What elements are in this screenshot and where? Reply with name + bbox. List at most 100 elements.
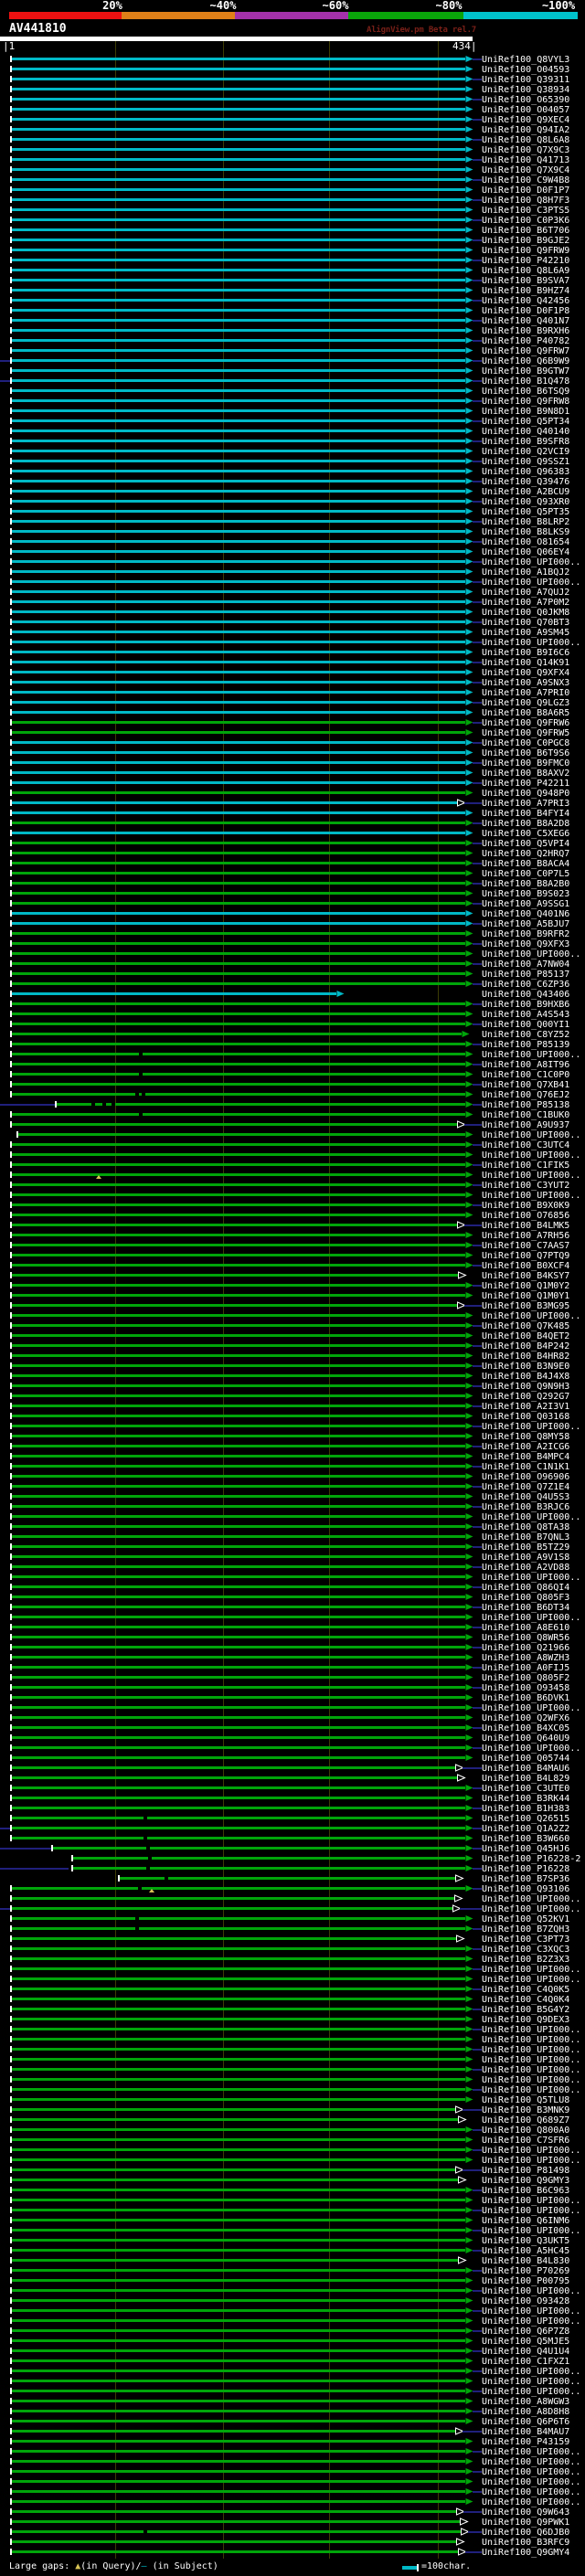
sequence-label[interactable]: UniRef100_Q9FRW6	[482, 718, 570, 728]
sequence-label[interactable]: UniRef100_B4FYI4	[482, 809, 570, 819]
sequence-label[interactable]: UniRef100_P00795	[482, 2276, 570, 2286]
sequence-label[interactable]: UniRef100_Q14K91	[482, 658, 570, 668]
sequence-label[interactable]: UniRef100_B7ZQH3	[482, 1924, 570, 1935]
sequence-label[interactable]: UniRef100_C7SFR6	[482, 2136, 570, 2146]
sequence-label[interactable]: UniRef100_C3YUT2	[482, 1181, 570, 1191]
sequence-label[interactable]: UniRef100_A9SSG1	[482, 899, 570, 909]
sequence-label[interactable]: UniRef100_A7P0M2	[482, 598, 570, 608]
sequence-label[interactable]: UniRef100_A7QUJ2	[482, 588, 570, 598]
sequence-label[interactable]: UniRef100_Q7X9C4	[482, 165, 570, 175]
sequence-label[interactable]: UniRef100_Q9W643	[482, 2507, 570, 2518]
sequence-label[interactable]: UniRef100_B8A6R5	[482, 708, 570, 718]
sequence-label[interactable]: UniRef100_A8WZH3	[482, 1653, 570, 1663]
sequence-label[interactable]: UniRef100_Q805F2	[482, 1673, 570, 1683]
sequence-label[interactable]: UniRef100_B3MG95	[482, 1301, 570, 1311]
sequence-label[interactable]: UniRef100_A7NW04	[482, 959, 570, 970]
sequence-label[interactable]: UniRef100_B9X0K9	[482, 1201, 570, 1211]
sequence-label[interactable]: UniRef100_UPI000..	[482, 1703, 581, 1713]
sequence-label[interactable]: UniRef100_P42211	[482, 779, 570, 789]
sequence-label[interactable]: UniRef100_Q52KV1	[482, 1914, 570, 1924]
sequence-label[interactable]: UniRef100_P81498	[482, 2166, 570, 2176]
sequence-label[interactable]: UniRef100_Q9GMY4	[482, 2548, 570, 2558]
sequence-label[interactable]: UniRef100_Q9FRW9	[482, 246, 570, 256]
sequence-label[interactable]: UniRef100_Q1M0Y1	[482, 1291, 570, 1301]
sequence-label[interactable]: UniRef100_Q03168	[482, 1412, 570, 1422]
sequence-label[interactable]: UniRef100_Q1A2Z2	[482, 1824, 570, 1834]
sequence-label[interactable]: UniRef100_B3N9E0	[482, 1362, 570, 1372]
sequence-label[interactable]: UniRef100_Q7X9C3	[482, 145, 570, 155]
sequence-label[interactable]: UniRef100_Q9DEX3	[482, 2015, 570, 2025]
sequence-label[interactable]: UniRef100_B6T9S6	[482, 748, 570, 758]
sequence-label[interactable]: UniRef100_Q805F3	[482, 1593, 570, 1603]
sequence-label[interactable]: UniRef100_Q86QI4	[482, 1583, 570, 1593]
sequence-label[interactable]: UniRef100_UPI000..	[482, 557, 581, 567]
sequence-label[interactable]: UniRef100_Q00YI1	[482, 1020, 570, 1030]
sequence-label[interactable]: UniRef100_Q39476	[482, 477, 570, 487]
sequence-label[interactable]: UniRef100_B8A2B0	[482, 879, 570, 889]
sequence-label[interactable]: UniRef100_Q6B9W9	[482, 356, 570, 366]
sequence-label[interactable]: UniRef100_Q6INM6	[482, 2216, 570, 2226]
sequence-label[interactable]: UniRef100_Q93XR0	[482, 497, 570, 507]
sequence-label[interactable]: UniRef100_A8WGW3	[482, 2397, 570, 2407]
sequence-label[interactable]: UniRef100_A5BJU7	[482, 919, 570, 929]
sequence-label[interactable]: UniRef100_Q8VYL3	[482, 55, 570, 65]
sequence-label[interactable]: UniRef100_B9SFR8	[482, 437, 570, 447]
sequence-label[interactable]: UniRef100_O81654	[482, 537, 570, 547]
sequence-label[interactable]: UniRef100_Q9SSZ1	[482, 457, 570, 467]
sequence-label[interactable]: UniRef100_Q4U1U4	[482, 2347, 570, 2357]
sequence-label[interactable]: UniRef100_P85139	[482, 1040, 570, 1050]
sequence-label[interactable]: UniRef100_B3W660	[482, 1834, 570, 1844]
sequence-label[interactable]: UniRef100_B3MNK9	[482, 2105, 570, 2115]
sequence-label[interactable]: UniRef100_UPI000..	[482, 1904, 581, 1914]
sequence-label[interactable]: UniRef100_Q5PT35	[482, 507, 570, 517]
sequence-label[interactable]: UniRef100_Q70BT3	[482, 618, 570, 628]
sequence-label[interactable]: UniRef100_Q7K485	[482, 1321, 570, 1331]
sequence-label[interactable]: UniRef100_Q45HJ6	[482, 1844, 570, 1854]
sequence-label[interactable]: UniRef100_B3RJC6	[482, 1502, 570, 1512]
sequence-label[interactable]: UniRef100_A7RH56	[482, 1231, 570, 1241]
sequence-label[interactable]: UniRef100_Q76EJ2	[482, 1090, 570, 1100]
sequence-label[interactable]: UniRef100_UPI000..	[482, 1191, 581, 1201]
sequence-label[interactable]: UniRef100_B2Z3X3	[482, 1955, 570, 1965]
sequence-label[interactable]: UniRef100_P16228	[482, 1864, 570, 1874]
sequence-label[interactable]: UniRef100_C3XQC3	[482, 1945, 570, 1955]
sequence-label[interactable]: UniRef100_Q9FRW7	[482, 346, 570, 356]
sequence-label[interactable]: UniRef100_Q9XFX3	[482, 939, 570, 949]
sequence-label[interactable]: UniRef100_D0F1P7	[482, 186, 570, 196]
sequence-label[interactable]: UniRef100_Q9N9H3	[482, 1382, 570, 1392]
sequence-label[interactable]: UniRef100_Q5PT34	[482, 417, 570, 427]
sequence-label[interactable]: UniRef100_Q94IA2	[482, 125, 570, 135]
sequence-label[interactable]: UniRef100_B4MAU6	[482, 1764, 570, 1774]
sequence-label[interactable]: UniRef100_B9GTW7	[482, 366, 570, 376]
sequence-label[interactable]: UniRef100_Q9XEC4	[482, 115, 570, 125]
sequence-label[interactable]: UniRef100_B8AXV2	[482, 769, 570, 779]
sequence-label[interactable]: UniRef100_UPI000..	[482, 1975, 581, 1985]
sequence-label[interactable]: UniRef100_Q05744	[482, 1754, 570, 1764]
sequence-label[interactable]: UniRef100_A2BCU9	[482, 487, 570, 497]
sequence-label[interactable]: UniRef100_UPI000..	[482, 1311, 581, 1321]
sequence-label[interactable]: UniRef100_C3PTS5	[482, 206, 570, 216]
sequence-label[interactable]: UniRef100_B4XC05	[482, 1723, 570, 1733]
sequence-label[interactable]: UniRef100_Q292G7	[482, 1392, 570, 1402]
sequence-label[interactable]: UniRef100_C1FIK5	[482, 1161, 570, 1171]
sequence-label[interactable]: UniRef100_B9S023	[482, 889, 570, 899]
sequence-label[interactable]: UniRef100_Q5TLU8	[482, 2095, 570, 2105]
sequence-label[interactable]: UniRef100_B4L830	[482, 2256, 570, 2266]
sequence-label[interactable]: UniRef100_B4MAU7	[482, 2427, 570, 2437]
sequence-label[interactable]: UniRef100_C3PT73	[482, 1935, 570, 1945]
sequence-label[interactable]: UniRef100_A8IT96	[482, 1060, 570, 1070]
sequence-label[interactable]: UniRef100_P85138	[482, 1100, 570, 1110]
sequence-label[interactable]: UniRef100_B9RFR2	[482, 929, 570, 939]
sequence-label[interactable]: UniRef100_UPI000..	[482, 2035, 581, 2045]
sequence-label[interactable]: UniRef100_UPI000..	[482, 2045, 581, 2055]
sequence-label[interactable]: UniRef100_A9SNX3	[482, 678, 570, 688]
sequence-label[interactable]: UniRef100_Q401N7	[482, 316, 570, 326]
sequence-label[interactable]: UniRef100_D0F1P8	[482, 306, 570, 316]
sequence-label[interactable]: UniRef100_A4S543	[482, 1010, 570, 1020]
sequence-label[interactable]: UniRef100_A7PRI0	[482, 688, 570, 698]
sequence-label[interactable]: UniRef100_P40782	[482, 336, 570, 346]
sequence-label[interactable]: UniRef100_Q42456	[482, 296, 570, 306]
sequence-label[interactable]: UniRef100_Q38934	[482, 85, 570, 95]
sequence-label[interactable]: UniRef100_C1BUK0	[482, 1110, 570, 1120]
sequence-label[interactable]: UniRef100_B4J4X8	[482, 1372, 570, 1382]
